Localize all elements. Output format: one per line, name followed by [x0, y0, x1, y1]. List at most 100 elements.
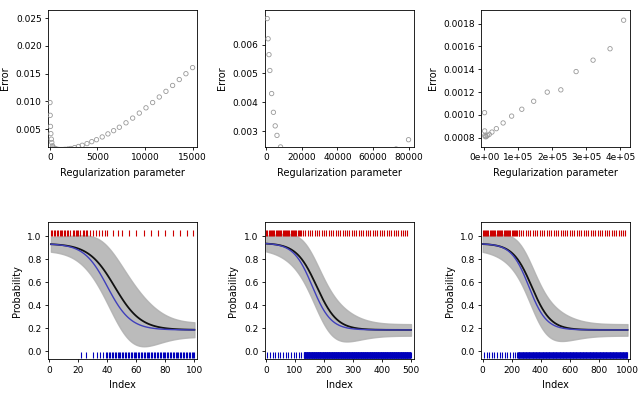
- Point: [404, 351, 415, 358]
- Point: [605, 351, 615, 358]
- Point: [268, 351, 278, 358]
- Point: [481, 229, 492, 236]
- Point: [602, 229, 612, 236]
- Point: [394, 351, 404, 358]
- Point: [550, 351, 561, 358]
- Point: [618, 351, 628, 358]
- Point: [317, 351, 327, 358]
- Point: [350, 351, 360, 358]
- Point: [570, 229, 580, 236]
- Point: [351, 351, 362, 358]
- Point: [397, 351, 407, 358]
- Point: [347, 351, 357, 358]
- Point: [394, 351, 404, 358]
- Point: [275, 144, 285, 150]
- Point: [312, 351, 323, 358]
- Point: [529, 98, 539, 104]
- Point: [58, 146, 68, 153]
- Point: [385, 351, 395, 358]
- Point: [56, 229, 66, 236]
- Point: [345, 351, 355, 358]
- Point: [548, 351, 558, 358]
- Point: [315, 351, 325, 358]
- Point: [387, 351, 397, 358]
- Point: [576, 229, 586, 236]
- Point: [319, 351, 330, 358]
- Point: [292, 229, 303, 236]
- Point: [319, 351, 330, 358]
- Point: [500, 229, 510, 236]
- Point: [605, 351, 616, 358]
- Point: [352, 351, 362, 358]
- Point: [346, 351, 356, 358]
- Point: [323, 351, 333, 358]
- Point: [367, 351, 378, 358]
- Point: [570, 351, 580, 358]
- Point: [385, 351, 396, 358]
- Point: [556, 229, 566, 236]
- Point: [317, 229, 327, 236]
- Point: [534, 229, 545, 236]
- Point: [493, 229, 503, 236]
- Point: [300, 351, 310, 358]
- Point: [72, 229, 82, 236]
- Point: [514, 229, 524, 236]
- Point: [392, 351, 402, 358]
- Point: [317, 351, 328, 358]
- Point: [590, 351, 600, 358]
- Point: [393, 229, 403, 236]
- Point: [369, 351, 380, 358]
- Point: [614, 351, 625, 358]
- Point: [304, 351, 314, 358]
- Point: [305, 351, 316, 358]
- Point: [545, 351, 555, 358]
- Point: [567, 229, 577, 236]
- Point: [337, 351, 348, 358]
- Point: [378, 351, 388, 358]
- Point: [261, 229, 271, 236]
- Point: [332, 351, 342, 358]
- Point: [267, 229, 277, 236]
- Point: [47, 229, 58, 236]
- Point: [381, 351, 391, 358]
- Point: [593, 351, 604, 358]
- Point: [342, 351, 352, 358]
- Point: [394, 351, 404, 358]
- Point: [513, 351, 524, 358]
- Point: [486, 351, 497, 358]
- Point: [271, 229, 281, 236]
- Point: [319, 351, 329, 358]
- Point: [339, 351, 349, 358]
- Point: [593, 351, 603, 358]
- Point: [342, 229, 352, 236]
- Point: [314, 351, 324, 358]
- Point: [311, 163, 321, 169]
- Point: [495, 351, 505, 358]
- Point: [363, 351, 373, 358]
- Point: [344, 351, 354, 358]
- Point: [490, 351, 500, 358]
- Point: [372, 351, 383, 358]
- Point: [46, 136, 56, 143]
- Point: [517, 351, 527, 358]
- Point: [61, 229, 72, 236]
- Point: [103, 131, 113, 137]
- Point: [302, 351, 312, 358]
- Point: [396, 351, 406, 358]
- Point: [347, 229, 357, 236]
- Point: [157, 351, 168, 358]
- Point: [525, 351, 536, 358]
- Point: [557, 351, 568, 358]
- Point: [374, 351, 385, 358]
- Point: [364, 351, 374, 358]
- Point: [320, 351, 330, 358]
- Point: [97, 134, 108, 140]
- Point: [483, 229, 493, 236]
- Point: [516, 229, 526, 236]
- Point: [498, 120, 508, 126]
- Point: [559, 351, 569, 358]
- Point: [543, 351, 554, 358]
- Point: [309, 351, 319, 358]
- Point: [351, 229, 362, 236]
- Point: [331, 351, 341, 358]
